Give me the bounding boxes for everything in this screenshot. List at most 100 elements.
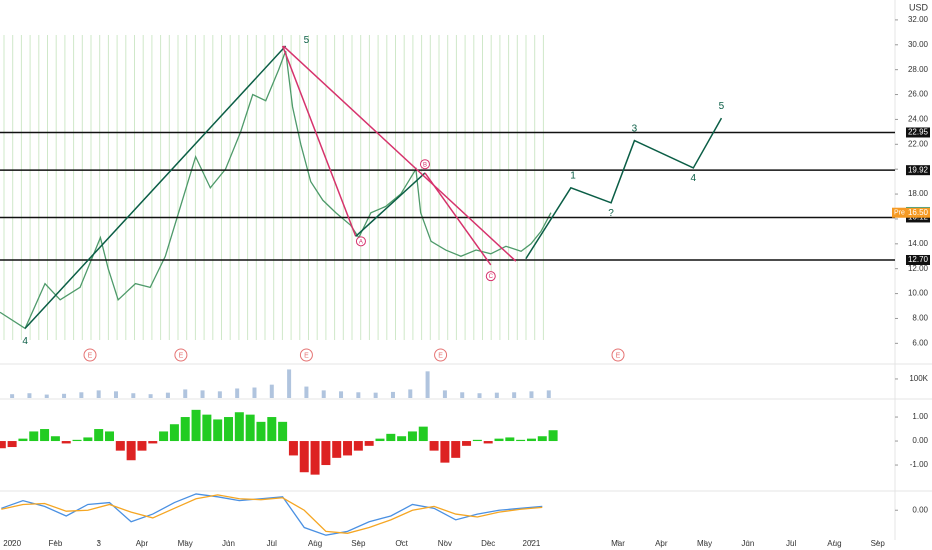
y-tick-label: 26.00 — [908, 90, 929, 99]
y-tick-label: 100K — [909, 374, 928, 383]
bar — [353, 441, 363, 451]
bar — [96, 390, 101, 398]
y-tick-label: 24.00 — [908, 115, 929, 124]
bar — [429, 441, 439, 451]
wave-label: B — [423, 162, 427, 168]
currency-label: USD — [909, 2, 929, 12]
wave-label-circle — [355, 236, 366, 247]
bar — [287, 369, 292, 398]
bar — [356, 392, 361, 398]
bar — [137, 441, 147, 451]
bar — [407, 431, 417, 442]
x-tick-label: 3 — [96, 539, 101, 548]
bar — [505, 437, 515, 442]
bar — [126, 441, 136, 461]
bar — [440, 441, 450, 463]
y-tick-label: 30.00 — [908, 40, 929, 49]
price-line — [1, 493, 543, 536]
bar — [7, 441, 17, 448]
wave-label: 4 — [691, 173, 697, 184]
pre-price-label: 16.50 — [908, 208, 929, 217]
bar — [252, 387, 257, 398]
x-tick-label: Aug — [308, 539, 322, 548]
bar — [512, 392, 517, 398]
bar — [494, 392, 499, 398]
level-badge — [906, 127, 930, 138]
bar — [526, 438, 536, 442]
bar — [148, 394, 153, 398]
bar — [364, 441, 374, 446]
level-label: 19.92 — [908, 165, 929, 174]
pre-label: Pre — [894, 210, 905, 217]
bar — [115, 441, 125, 451]
earnings-marker — [611, 348, 625, 362]
bar — [50, 436, 60, 442]
x-tick-label: Sep — [351, 539, 366, 548]
bar — [183, 389, 188, 398]
bar — [10, 394, 15, 398]
x-tick-label: Oct — [395, 539, 408, 548]
bar — [269, 384, 274, 398]
bar — [169, 424, 179, 442]
x-tick-label: Mar — [611, 539, 625, 548]
y-tick-label: 8.00 — [912, 314, 928, 323]
earnings-label: E — [616, 352, 621, 359]
wave-line — [281, 45, 357, 237]
bar — [460, 392, 465, 398]
bar — [375, 438, 385, 442]
x-tick-label: Nov — [438, 539, 452, 548]
bar — [200, 390, 205, 398]
y-tick-label: 18.00 — [908, 189, 929, 198]
bar — [18, 438, 28, 442]
bar — [278, 421, 288, 442]
earnings-marker — [434, 348, 448, 362]
y-tick-label: 14.00 — [908, 239, 929, 248]
level-label: 22.95 — [908, 128, 929, 137]
bar — [516, 439, 526, 442]
bar — [537, 436, 547, 442]
bar — [180, 417, 190, 442]
bar — [235, 388, 240, 398]
wave-line — [424, 172, 492, 266]
wave-label: 5 — [304, 35, 310, 46]
bar — [418, 426, 428, 442]
bar — [529, 391, 534, 398]
x-tick-label: Jun — [741, 539, 754, 548]
bar — [256, 421, 266, 442]
x-tick-label: 2021 — [523, 539, 541, 548]
bar — [483, 441, 493, 444]
wave-label: 1 — [570, 171, 576, 182]
pre-badge — [892, 207, 930, 218]
bar — [299, 441, 309, 473]
bar — [202, 414, 212, 442]
wave-line — [525, 117, 723, 260]
y-tick-label: 6.00 — [912, 338, 928, 347]
bar — [40, 429, 50, 442]
bar — [234, 412, 244, 442]
bar — [44, 394, 49, 398]
bar — [477, 393, 482, 398]
bar — [191, 409, 201, 442]
y-tick-label: 22.00 — [908, 139, 929, 148]
wave-label: ? — [608, 208, 614, 219]
x-tick-label: Jun — [222, 539, 235, 548]
bar — [494, 438, 504, 442]
bar — [546, 390, 551, 398]
bar — [29, 431, 39, 442]
bar — [159, 431, 169, 442]
y-tick-label: 32.00 — [908, 15, 929, 24]
bar — [217, 391, 222, 398]
bar — [310, 441, 320, 475]
y-tick-label: 0.00 — [912, 436, 928, 445]
x-tick-label: May — [697, 539, 712, 548]
wave-label: 4 — [22, 336, 28, 347]
bar — [27, 393, 32, 398]
wave-label-circle — [419, 159, 430, 170]
y-tick-label: 0.00 — [912, 505, 928, 514]
earnings-label: E — [438, 352, 443, 359]
y-tick-label: 1.00 — [912, 412, 928, 421]
wave-label: A — [359, 239, 363, 245]
x-tick-label: Dec — [481, 539, 495, 548]
